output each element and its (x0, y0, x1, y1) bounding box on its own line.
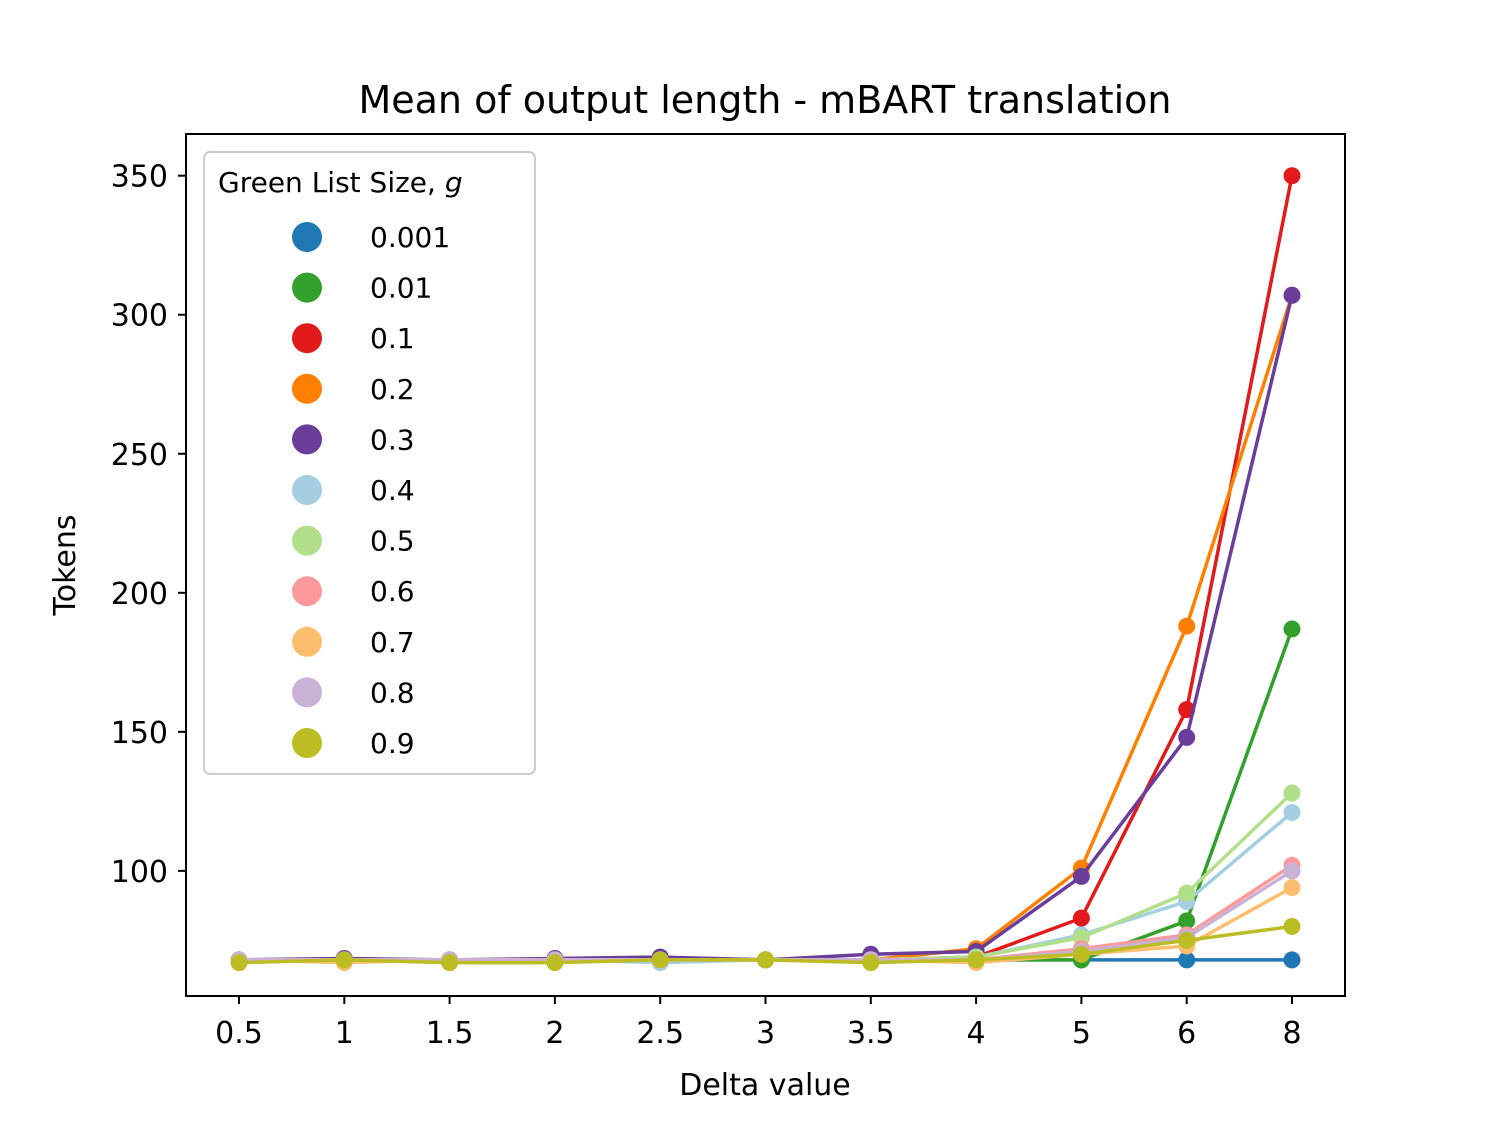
data-point (1283, 862, 1301, 880)
data-point (1283, 620, 1301, 638)
x-tick-label: 1.5 (426, 1016, 474, 1051)
data-point (230, 954, 248, 972)
legend-marker (292, 576, 322, 607)
legend-label: 0.01 (370, 272, 432, 305)
legend-items: 0.001 0.01 0.1 0.2 0.3 0.4 0.5 0.6 0.7 0.8 0.9 (292, 221, 450, 760)
data-point (1178, 884, 1196, 902)
data-point (1283, 917, 1301, 935)
legend-entry: 0.9 (292, 727, 415, 760)
data-point (1283, 784, 1301, 802)
data-point (967, 951, 985, 969)
legend-label: 0.4 (370, 474, 415, 507)
y-tick-label: 200 (111, 577, 168, 612)
y-tick-label: 150 (111, 716, 168, 751)
data-point (1283, 879, 1301, 897)
legend-marker (292, 728, 322, 758)
legend-entry: 0.2 (292, 373, 415, 406)
data-point (441, 954, 459, 972)
legend-marker (292, 272, 322, 303)
legend-label: 0.9 (370, 727, 415, 760)
legend-label: 0.6 (370, 575, 415, 608)
x-tick-label: 0.5 (215, 1016, 263, 1051)
legend-label: 0.2 (370, 373, 415, 406)
x-tick-label: 8 (1282, 1016, 1301, 1051)
legend-entry: 0.6 (292, 575, 415, 608)
chart-title: Mean of output length - mBART translatio… (358, 78, 1171, 122)
legend: Green List Size, g 0.001 0.01 0.1 0.2 0.3 0.4… (203, 151, 536, 775)
data-point (546, 954, 564, 972)
legend-marker (292, 677, 322, 708)
legend-entry: 0.8 (292, 676, 415, 709)
legend-marker (292, 424, 322, 455)
x-axis: 0.5 1 1.5 2 2.5 3 3.5 4 5 6 8 (215, 996, 1302, 1051)
data-point (1283, 167, 1301, 185)
legend-label: 0.8 (370, 676, 415, 709)
legend-label: 0.001 (370, 221, 450, 254)
y-axis-label: Tokens (48, 515, 83, 617)
plot-area (230, 167, 1301, 972)
legend-label: 0.1 (370, 322, 415, 355)
x-tick-label: 2.5 (636, 1016, 684, 1051)
data-point (1072, 945, 1090, 963)
legend-entry: 0.3 (292, 423, 415, 456)
data-point (1072, 909, 1090, 927)
legend-marker (292, 626, 322, 657)
data-point (1178, 617, 1196, 635)
legend-label: 0.3 (370, 423, 415, 456)
data-point (1283, 951, 1301, 969)
legend-title: Green List Size, g (218, 166, 463, 199)
legend-entry: 0.001 (292, 221, 450, 254)
y-axis: 100 150 200 250 300 350 (111, 160, 186, 890)
legend-box (203, 151, 536, 775)
legend-entry: 0.01 (292, 272, 432, 305)
legend-label: 0.5 (370, 525, 415, 558)
legend-marker (292, 222, 322, 252)
legend-marker (292, 373, 322, 404)
x-tick-label: 2 (545, 1016, 564, 1051)
data-point (335, 951, 353, 969)
legend-entry: 0.1 (292, 322, 415, 355)
legend-entry: 0.7 (292, 626, 415, 659)
data-point (1283, 803, 1301, 821)
x-tick-label: 6 (1177, 1016, 1196, 1051)
data-point (1283, 286, 1301, 304)
data-point (1072, 867, 1090, 885)
legend-entry: 0.4 (292, 474, 415, 507)
data-point (862, 954, 880, 972)
legend-marker (292, 323, 322, 354)
series-0.9 (230, 917, 1301, 972)
y-tick-label: 250 (111, 438, 168, 473)
data-point (651, 951, 669, 969)
data-point (1178, 931, 1196, 949)
legend-marker (292, 525, 322, 556)
x-tick-label: 5 (1072, 1016, 1091, 1051)
y-tick-label: 350 (111, 160, 168, 195)
x-tick-label: 4 (967, 1016, 986, 1051)
legend-entry: 0.5 (292, 525, 415, 558)
y-tick-label: 100 (111, 855, 168, 890)
x-axis-label: Delta value (679, 1068, 851, 1103)
data-point (1178, 912, 1196, 930)
x-tick-label: 1 (335, 1016, 354, 1051)
x-tick-label: 3.5 (847, 1016, 895, 1051)
x-tick-label: 3 (756, 1016, 775, 1051)
legend-title-symbol: g (445, 166, 463, 199)
data-point (1178, 951, 1196, 969)
legend-title-text: Green List Size, (218, 166, 445, 199)
data-point (1178, 728, 1196, 746)
legend-label: 0.7 (370, 626, 415, 659)
legend-marker (292, 475, 322, 505)
data-point (757, 951, 774, 969)
y-tick-label: 300 (111, 299, 168, 334)
